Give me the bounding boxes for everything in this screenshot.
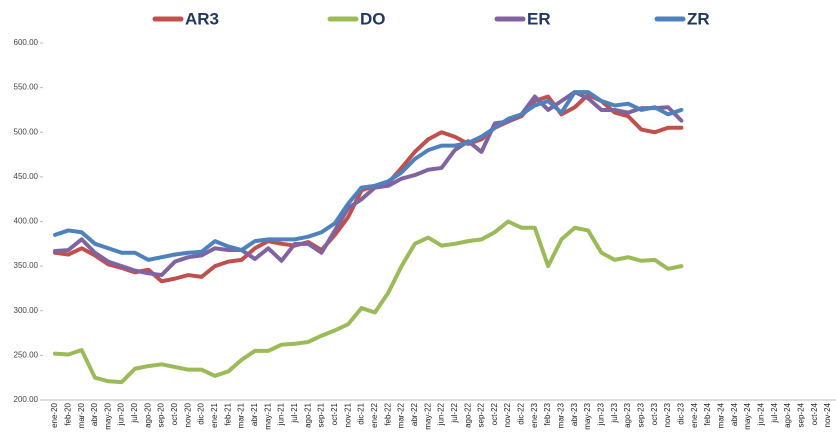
x-tick-label: abr-23 (570, 402, 579, 426)
x-tick-label: nov-20 (183, 402, 192, 427)
x-tick-label: nov-24 (823, 402, 832, 427)
x-tick-label: dic-23 (677, 402, 686, 424)
x-tick-label: ago-24 (783, 402, 792, 427)
y-tick-label: 200.00 (14, 395, 39, 404)
x-tick-label: may-21 (263, 402, 272, 429)
x-tick-label: ago-21 (303, 402, 312, 427)
x-tick-label: feb-20 (63, 402, 72, 425)
x-tick-label: jul-23 (610, 402, 619, 423)
x-tick-label: jul-22 (450, 402, 459, 423)
x-tick-label: may-23 (583, 402, 592, 429)
x-tick-label: mar-21 (237, 402, 246, 428)
x-tick-label: abr-20 (90, 402, 99, 426)
x-tick-label: may-20 (103, 402, 112, 429)
x-tick-label: nov-22 (503, 402, 512, 427)
y-tick-label: 300.00 (14, 306, 39, 315)
x-tick-label: jun-20 (117, 402, 126, 426)
x-tick-label: ago-20 (143, 402, 152, 427)
y-tick-label: 550.00 (14, 83, 39, 92)
x-tick-label: oct-22 (490, 402, 499, 425)
series-line (53, 219, 684, 385)
x-tick-label: jun-23 (597, 402, 606, 426)
x-tick-label: dic-22 (517, 402, 526, 424)
x-tick-label: feb-24 (703, 402, 712, 425)
x-tick-label: sep-20 (157, 402, 166, 427)
y-tick-label: 450.00 (14, 172, 39, 181)
x-tick-label: sep-21 (317, 402, 326, 427)
x-tick-label: nov-21 (343, 402, 352, 427)
x-tick-label: ago-22 (463, 402, 472, 427)
x-tick-label: jul-21 (290, 402, 299, 423)
x-tick-label: sep-23 (637, 402, 646, 427)
x-tick-label: abr-21 (250, 402, 259, 426)
x-tick-label: abr-22 (410, 402, 419, 426)
x-tick-label: jul-20 (130, 402, 139, 423)
x-tick-label: jun-22 (437, 402, 446, 426)
x-tick-label: sep-24 (796, 402, 805, 427)
legend-label: ZR (687, 9, 710, 28)
x-tick-label: sep-22 (477, 402, 486, 427)
x-tick-label: mar-20 (77, 402, 86, 428)
y-tick-label: 250.00 (14, 350, 39, 359)
y-tick-label: 400.00 (14, 217, 39, 226)
x-tick-label: oct-20 (170, 402, 179, 425)
y-tick-label: 600.00 (14, 38, 39, 47)
x-tick-label: may-22 (423, 402, 432, 429)
series-line (53, 90, 684, 278)
x-tick-label: abr-24 (730, 402, 739, 426)
y-tick-label: 500.00 (14, 127, 39, 136)
y-tick-label: 350.00 (14, 261, 39, 270)
x-tick-label: feb-22 (383, 402, 392, 425)
legend-label: DO (360, 9, 386, 28)
x-tick-label: ene-21 (210, 402, 219, 427)
x-tick-label: oct-21 (330, 402, 339, 425)
x-tick-label: oct-24 (810, 402, 819, 425)
x-tick-label: ene-24 (690, 402, 699, 427)
x-tick-label: feb-21 (223, 402, 232, 425)
series-line (53, 90, 684, 262)
x-tick-label: nov-23 (663, 402, 672, 427)
x-tick-label: may-24 (743, 402, 752, 429)
x-tick-label: ene-22 (370, 402, 379, 427)
x-tick-label: ene-23 (530, 402, 539, 427)
x-tick-label: mar-22 (397, 402, 406, 428)
x-tick-label: dic-21 (357, 402, 366, 424)
x-tick-label: jun-24 (756, 402, 765, 426)
legend-label: ER (527, 9, 551, 28)
x-tick-label: mar-24 (716, 402, 725, 428)
x-tick-label: dic-20 (197, 402, 206, 424)
x-tick-label: oct-23 (650, 402, 659, 425)
x-tick-label: ago-23 (623, 402, 632, 427)
x-tick-label: jun-21 (277, 402, 286, 426)
x-tick-label: jul-24 (770, 402, 779, 423)
x-tick-label: mar-23 (557, 402, 566, 428)
x-tick-label: ene-20 (50, 402, 59, 427)
x-tick-label: feb-23 (543, 402, 552, 425)
legend-label: AR3 (185, 9, 219, 28)
